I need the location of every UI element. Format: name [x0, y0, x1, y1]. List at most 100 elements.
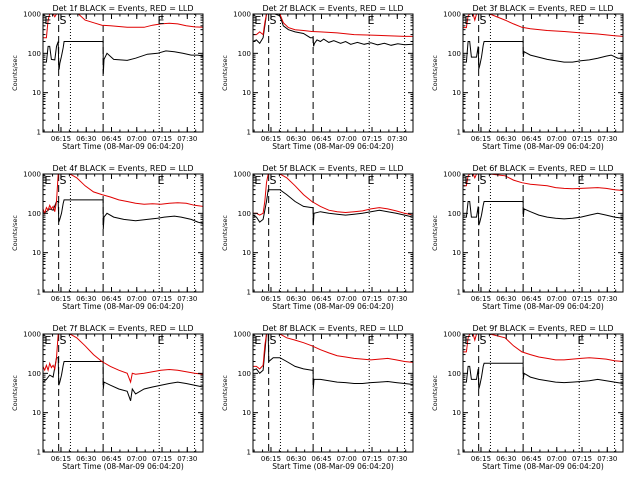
x-tick-label: 06:15 [471, 455, 491, 463]
y-tick-label: 1000 [233, 11, 251, 19]
x-tick-label: 07:30 [177, 135, 197, 143]
plot-frame [252, 333, 414, 453]
y-tick-label: 10 [242, 89, 251, 97]
lld-series-line [463, 174, 623, 191]
marker-e-end: E [368, 174, 375, 187]
y-tick-label: 10 [452, 249, 461, 257]
x-tick-label: 06:15 [51, 295, 71, 303]
x-tick-label: 06:30 [286, 295, 306, 303]
events-series-line [463, 41, 623, 70]
lld-series-line [463, 14, 623, 37]
y-tick-label: 10 [452, 409, 461, 417]
panel-title: Det 3f BLACK = Events, RED = LLD [472, 4, 613, 13]
x-tick-label: 06:30 [76, 295, 96, 303]
y-tick-label: 1000 [233, 331, 251, 339]
marker-e-end: E [368, 14, 375, 27]
y-tick-label: 1 [457, 449, 461, 457]
marker-s: S [60, 334, 67, 347]
x-tick-label: 07:00 [337, 135, 357, 143]
x-tick-label: 07:30 [387, 295, 407, 303]
events-series-line [253, 189, 413, 226]
lld-series-line [253, 14, 413, 37]
x-tick-label: 07:30 [597, 135, 617, 143]
panel-title: Det 9f BLACK = Events, RED = LLD [472, 324, 613, 333]
y-tick-label: 10 [32, 249, 41, 257]
marker-s: S [480, 334, 487, 347]
x-axis-label: Start Time (08-Mar-09 06:04:20) [62, 462, 184, 471]
events-series-line [463, 362, 623, 390]
lld-series-line [43, 334, 203, 384]
marker-s: S [270, 174, 277, 187]
y-tick-label: 1000 [23, 11, 41, 19]
plot-frame [252, 13, 414, 133]
marker-s: S [270, 334, 277, 347]
x-tick-label: 06:30 [496, 295, 516, 303]
y-tick-label: 10 [452, 89, 461, 97]
x-tick-label: 06:45 [521, 135, 541, 143]
y-tick-label: 10 [32, 89, 41, 97]
marker-e-start: E [254, 334, 261, 347]
x-tick-label: 06:45 [311, 455, 331, 463]
x-tick-label: 06:30 [496, 135, 516, 143]
y-tick-label: 1 [457, 129, 461, 137]
x-tick-label: 07:00 [547, 295, 567, 303]
x-tick-label: 06:30 [286, 135, 306, 143]
x-tick-label: 07:30 [387, 135, 407, 143]
x-axis-label: Start Time (08-Mar-09 06:04:20) [272, 302, 394, 311]
x-axis-label: Start Time (08-Mar-09 06:04:20) [272, 142, 394, 151]
y-axis-label: Counts/sec [431, 55, 439, 91]
y-tick-label: 1 [247, 289, 251, 297]
events-series-line [463, 201, 623, 226]
plot-frame [462, 333, 624, 453]
marker-s: S [480, 14, 487, 27]
marker-e-end: E [158, 334, 165, 347]
x-tick-label: 07:15 [572, 135, 592, 143]
marker-e-end: E [578, 14, 585, 27]
marker-e-end: E [158, 174, 165, 187]
marker-e-start: E [44, 14, 51, 27]
y-tick-label: 1000 [443, 171, 461, 179]
marker-e-start: E [44, 334, 51, 347]
marker-e-end: E [368, 334, 375, 347]
x-tick-label: 07:15 [362, 455, 382, 463]
y-tick-label: 100 [238, 50, 251, 58]
x-tick-label: 07:15 [152, 135, 172, 143]
marker-s: S [60, 174, 67, 187]
y-tick-label: 10 [242, 409, 251, 417]
panel-title: Det 6f BLACK = Events, RED = LLD [472, 164, 613, 173]
x-tick-label: 07:00 [547, 135, 567, 143]
x-tick-label: 06:15 [261, 135, 281, 143]
x-axis-label: Start Time (08-Mar-09 06:04:20) [482, 462, 604, 471]
x-tick-label: 06:45 [311, 295, 331, 303]
x-tick-label: 06:15 [471, 295, 491, 303]
y-tick-label: 1 [37, 129, 41, 137]
x-tick-label: 07:00 [337, 455, 357, 463]
x-tick-label: 06:45 [521, 455, 541, 463]
x-tick-label: 07:00 [547, 455, 567, 463]
marker-e-end: E [578, 334, 585, 347]
y-tick-label: 1000 [443, 331, 461, 339]
y-tick-label: 1 [247, 449, 251, 457]
x-tick-label: 07:15 [572, 295, 592, 303]
events-series-line [43, 357, 203, 401]
x-tick-label: 07:30 [177, 295, 197, 303]
x-tick-label: 06:45 [521, 295, 541, 303]
y-tick-label: 10 [242, 249, 251, 257]
y-axis-label: Counts/sec [431, 375, 439, 411]
x-tick-label: 07:00 [127, 295, 147, 303]
y-tick-label: 100 [28, 210, 41, 218]
plot-frame [462, 13, 624, 133]
y-tick-label: 1000 [443, 11, 461, 19]
panel-title: Det 2f BLACK = Events, RED = LLD [262, 4, 403, 13]
x-tick-label: 06:15 [471, 135, 491, 143]
y-tick-label: 100 [448, 370, 461, 378]
x-tick-label: 07:00 [127, 455, 147, 463]
y-axis-label: Counts/sec [221, 375, 229, 411]
